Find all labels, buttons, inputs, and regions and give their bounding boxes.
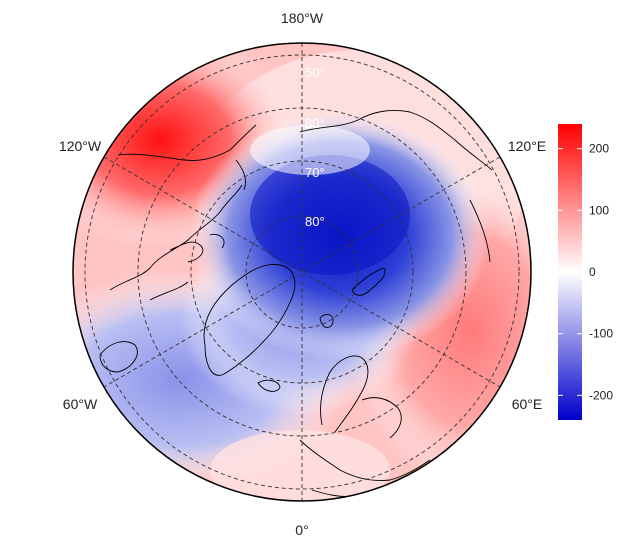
scandinavia-coast: [319, 355, 402, 439]
colorbar-tick-label: 0: [589, 265, 596, 279]
parallel-80: [245, 215, 359, 329]
graticule: [84, 43, 520, 501]
colorbar-tick-label: 100: [589, 203, 609, 217]
svalbard-coast: [319, 314, 334, 328]
lon-label-60e: 60°E: [512, 396, 543, 412]
lon-label-60w: 60°W: [63, 396, 98, 412]
alaska-coast: [117, 124, 257, 191]
anomaly-field: [73, 43, 531, 501]
iceland-coast: [257, 379, 281, 392]
colorbar: 200 100 0 -100 -200: [558, 124, 613, 420]
hudson-bay-coast: [99, 341, 138, 373]
lon-label-120w: 120°W: [59, 138, 102, 154]
colorbar-ticks: [558, 148, 582, 396]
longitude-labels: 180°W 0° 120°W 120°E 60°W 60°E: [59, 10, 546, 538]
canada-arctic-coast: [109, 184, 243, 301]
novaya-zemlya-coast: [351, 267, 386, 296]
greenland-coast: [203, 263, 296, 376]
lat-label-70: 70°: [305, 165, 325, 180]
lat-label-80: 80°: [305, 214, 325, 229]
siberia-coast: [299, 109, 493, 263]
lat-label-50: 50°: [305, 65, 325, 80]
colorbar-tick-labels: 200 100 0 -100 -200: [589, 142, 613, 403]
parallel-70: [190, 160, 414, 384]
coastlines: [99, 109, 493, 497]
latitude-labels: 50° 60° 70° 80°: [305, 65, 325, 229]
meridian-60: [103, 156, 501, 388]
lon-label-120e: 120°E: [508, 138, 546, 154]
lon-label-0: 0°: [295, 522, 308, 538]
lon-label-180w: 180°W: [281, 10, 324, 26]
lat-label-60: 60°: [305, 116, 325, 131]
colorbar-tick-label: -200: [589, 388, 613, 402]
map-boundary: [72, 42, 532, 502]
colorbar-tick-label: 200: [589, 142, 609, 156]
parallel-50: [84, 54, 520, 490]
meridian-120: [103, 156, 501, 388]
colorbar-tick-label: -100: [589, 327, 613, 341]
